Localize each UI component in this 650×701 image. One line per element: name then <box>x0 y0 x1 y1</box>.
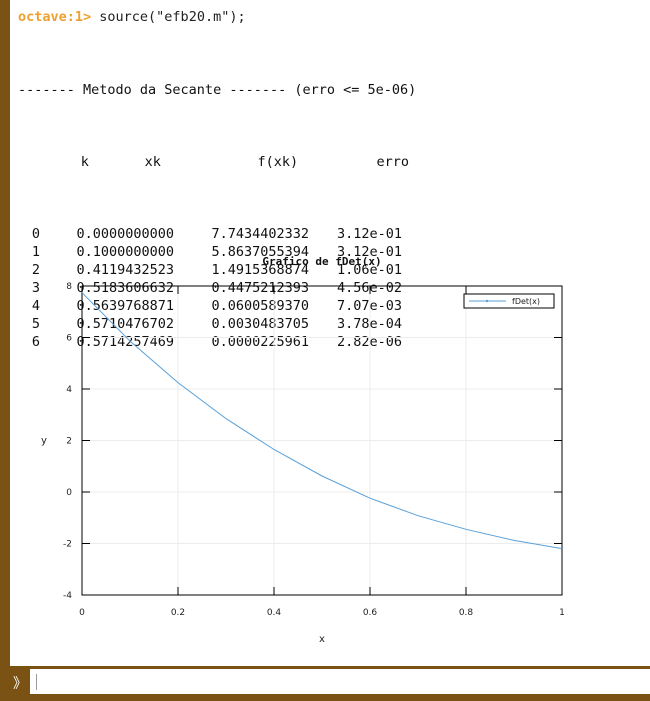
series-line-0 <box>81 292 563 550</box>
cell-erro: 7.07e-03 <box>336 298 402 314</box>
cell-erro: 3.12e-01 <box>336 244 402 260</box>
x-tick-label: 0.4 <box>267 608 282 618</box>
legend-marker <box>485 299 489 303</box>
x-tick-label: 0 <box>79 608 85 618</box>
legend-label: fDet(x) <box>512 297 540 306</box>
cell-k: 3 <box>31 280 41 296</box>
cell-k: 2 <box>31 262 41 278</box>
cell-fxk: 0.4475212393 <box>211 280 309 296</box>
cell-fxk: 7.7434402332 <box>211 226 309 242</box>
cell-k: 6 <box>31 334 41 350</box>
left-rail <box>0 0 10 701</box>
cell-xk: 0.5639768871 <box>76 298 174 314</box>
y-tick-label: -4 <box>63 591 72 601</box>
output-block: ------- Metodo da Secante ------- (erro … <box>18 45 451 387</box>
cell-fxk: 1.4915368874 <box>211 262 309 278</box>
command-input[interactable] <box>30 669 650 694</box>
table-row: 3 0.5183606632 0.4475212393 4.56e-02 <box>18 279 451 297</box>
y-tick-label: 8 <box>66 282 72 292</box>
x-axis-label: x <box>319 634 325 645</box>
cell-erro: 3.12e-01 <box>336 226 402 242</box>
legend-box <box>463 293 555 309</box>
y-tick-label: 6 <box>66 334 72 344</box>
col-header-k: k <box>80 154 89 170</box>
col-header-xk: xk <box>144 154 161 170</box>
cell-xk: 0.4119432523 <box>76 262 174 278</box>
table-row: 4 0.5639768871 0.0600589370 7.07e-03 <box>18 297 451 315</box>
plot-figure: Grafico de fDet(x) 0 0.2 0.4 0.6 0.8 1 8 6 4 2 0 -2 -… <box>30 245 590 655</box>
text-caret <box>36 674 37 690</box>
command-input-bar: 》 <box>10 666 650 701</box>
cell-fxk: 0.0600589370 <box>211 298 309 314</box>
y-tick-label: -2 <box>63 540 72 550</box>
cell-fxk: 5.8637055394 <box>211 244 309 260</box>
x-tick-label: 0.2 <box>171 608 185 618</box>
table-body: 0 0.0000000000 7.7434402332 3.12e-01 1 0.1000… <box>18 225 451 351</box>
x-tick-label: 0.6 <box>363 608 378 618</box>
cell-k: 4 <box>31 298 41 314</box>
table-row: 5 0.5710476702 0.0030483705 3.78e-04 <box>18 315 451 333</box>
y-tick-label: 4 <box>66 385 72 395</box>
table-row: 2 0.4119432523 1.4915368874 1.06e-01 <box>18 261 451 279</box>
cell-xk: 0.1000000000 <box>76 244 174 260</box>
y-axis-label: y <box>41 436 47 447</box>
cell-k: 1 <box>31 244 41 260</box>
table-row: 0 0.0000000000 7.7434402332 3.12e-01 <box>18 225 451 243</box>
console-output: octave:1> source("efb20.m"); ------- Met… <box>10 0 650 666</box>
y-tick-label: 2 <box>66 437 72 447</box>
col-header-erro: erro <box>376 154 410 170</box>
command-line: octave:1> source("efb20.m"); <box>18 9 246 25</box>
cell-xk: 0.5710476702 <box>76 316 174 332</box>
command-text: source("efb20.m"); <box>91 9 246 25</box>
chart-title: Grafico de fDet(x) <box>262 255 381 268</box>
prompt-label: octave:1> <box>18 9 92 25</box>
x-tick-label: 1 <box>559 608 565 618</box>
table-row: 1 0.1000000000 5.8637055394 3.12e-01 <box>18 243 451 261</box>
method-header: ------- Metodo da Secante ------- (erro … <box>18 82 417 98</box>
prompt-chevron-icon: 》 <box>13 676 27 692</box>
table-header: k xk f(xk) erro <box>18 135 451 189</box>
cell-erro: 3.78e-04 <box>336 316 402 332</box>
y-tick-label: 0 <box>66 488 72 498</box>
cell-erro: 1.06e-01 <box>336 262 402 278</box>
fdet-chart: Grafico de fDet(x) 0 0.2 0.4 0.6 0.8 1 8 6 4 2 0 -2 -… <box>41 255 565 645</box>
col-header-fxk: f(xk) <box>257 154 299 170</box>
cell-k: 0 <box>31 226 41 242</box>
cell-xk: 0.5183606632 <box>76 280 174 296</box>
cell-fxk: 0.0030483705 <box>211 316 309 332</box>
cell-erro: 4.56e-02 <box>336 280 402 296</box>
x-tick-label: 0.8 <box>459 608 474 618</box>
cell-xk: 0.0000000000 <box>76 226 174 242</box>
cell-k: 5 <box>31 316 41 332</box>
